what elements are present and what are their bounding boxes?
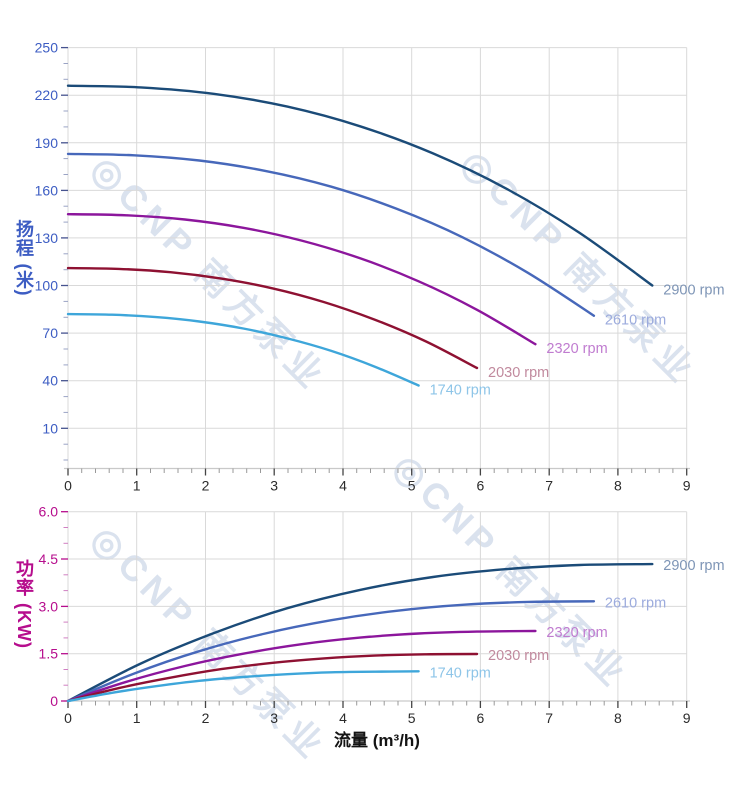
curve-2030-rpm	[66, 652, 479, 703]
x-tick-label: 4	[339, 710, 347, 726]
x-tick-label: 1	[133, 710, 141, 726]
y-tick-label: 40	[42, 373, 58, 389]
curve-end-label-2030-rpm: 2030 rpm	[488, 365, 549, 381]
y-tick-label: 250	[35, 40, 59, 56]
y-tick-label: 4.5	[39, 551, 59, 567]
x-tick-label: 8	[614, 478, 622, 494]
y-tick-label: 6.0	[39, 504, 59, 520]
x-tick-label: 2	[202, 478, 210, 494]
y-tick-label: 10	[42, 420, 58, 436]
head-chart: 0 1 2 3 4 5 6 7 8 9 10 40 70 100 130 160 190 220 250 2900 r…	[35, 40, 725, 494]
x-tick-label: 4	[339, 478, 347, 494]
y-tick-label: 100	[35, 278, 59, 294]
y-tick-label: 190	[35, 135, 59, 151]
x-tick-label: 1	[133, 478, 141, 494]
x-tick-label: 8	[614, 710, 622, 726]
curve-end-label-1740-rpm: 1740 rpm	[430, 383, 491, 399]
x-tick-label: 6	[477, 478, 485, 494]
y-tick-label: 220	[35, 87, 59, 103]
curve-end-label-2030-rpm: 2030 rpm	[488, 648, 549, 664]
curve-2320-rpm	[66, 213, 537, 346]
y-tick-label: 160	[35, 182, 59, 198]
x-tick-label: 9	[683, 478, 691, 494]
curve-1740-rpm	[66, 670, 420, 703]
curve-2610-rpm	[66, 600, 596, 703]
x-tick-label: 3	[270, 710, 278, 726]
x-tick-label: 5	[408, 710, 416, 726]
x-tick-label: 6	[477, 710, 485, 726]
x-tick-label: 3	[270, 478, 278, 494]
y-tick-label: 0	[50, 693, 58, 709]
curve-end-label-2320-rpm: 2320 rpm	[546, 625, 607, 641]
curve-end-label-2900-rpm: 2900 rpm	[663, 283, 724, 299]
curve-2320-rpm	[66, 629, 537, 703]
power-chart: 0 1 2 3 4 5 6 7 8 9 0 1.5 3.0 4.5 6.0 2900 rpm 2610 rpm 2…	[39, 504, 725, 726]
x-tick-label: 0	[64, 478, 72, 494]
curve-2900-rpm	[66, 562, 654, 703]
power-y-axis-title: 功率 (KW)	[14, 559, 34, 649]
curve-2610-rpm	[66, 152, 596, 317]
y-tick-label: 70	[42, 325, 58, 341]
x-tick-label: 5	[408, 478, 416, 494]
curve-end-label-2610-rpm: 2610 rpm	[605, 313, 666, 329]
y-tick-label: 3.0	[39, 598, 59, 614]
x-tick-label: 0	[64, 710, 72, 726]
curve-2900-rpm	[66, 84, 654, 287]
y-tick-label: 1.5	[39, 646, 59, 662]
x-tick-label: 7	[545, 478, 553, 494]
curve-1740-rpm	[66, 312, 420, 387]
y-tick-label: 130	[35, 230, 59, 246]
head-y-axis-title: 扬程 (米)	[14, 219, 34, 297]
curve-end-label-2320-rpm: 2320 rpm	[546, 341, 607, 357]
x-tick-label: 7	[545, 710, 553, 726]
curve-end-label-2900-rpm: 2900 rpm	[663, 558, 724, 574]
x-axis-title: 流量 (m³/h)	[334, 731, 420, 750]
x-tick-label: 2	[202, 710, 210, 726]
x-tick-label: 9	[683, 710, 691, 726]
curve-2030-rpm	[66, 266, 479, 370]
curve-end-label-2610-rpm: 2610 rpm	[605, 595, 666, 611]
curve-end-label-1740-rpm: 1740 rpm	[430, 665, 491, 681]
